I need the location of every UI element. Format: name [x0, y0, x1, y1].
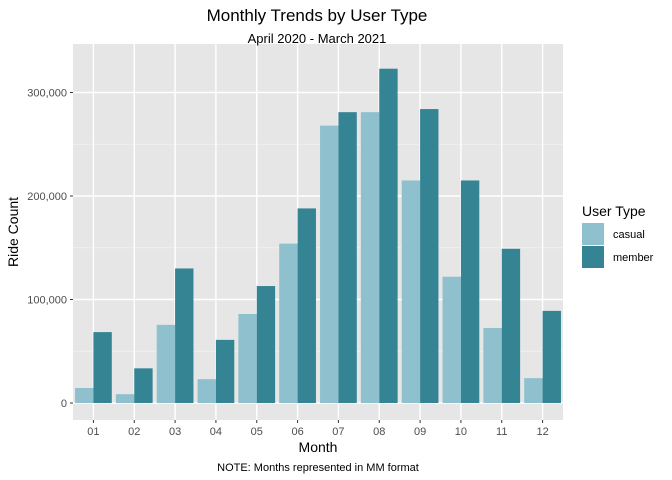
- bar-casual-09: [401, 180, 421, 403]
- bar-casual-03: [156, 324, 176, 403]
- x-tick-label: 11: [496, 426, 507, 438]
- x-tick-label: 12: [536, 426, 548, 438]
- y-tick-label: 0: [61, 398, 67, 410]
- minor-gridlines: [73, 143, 563, 352]
- bar-casual-12: [524, 378, 543, 403]
- bar-member-09: [420, 109, 439, 403]
- bar-member-07: [338, 112, 357, 403]
- bar-member-01: [93, 332, 112, 403]
- x-tick-label: 05: [251, 426, 263, 438]
- y-axis-ticks: 0 100,000 200,000 300,000: [27, 88, 73, 410]
- bar-member-05: [256, 286, 276, 403]
- x-tick-label: 08: [373, 426, 385, 438]
- bar-casual-10: [442, 276, 461, 403]
- bar-member-04: [215, 339, 235, 403]
- legend-key-member: [582, 246, 604, 268]
- x-tick-label: 02: [128, 426, 140, 438]
- legend-label-member: member: [613, 252, 654, 264]
- chart-title: Monthly Trends by User Type: [207, 6, 428, 25]
- x-axis-ticks: 01 02 03 04 05 06 07 08 09 10 11 12: [87, 420, 549, 438]
- bar-casual-01: [75, 387, 94, 403]
- x-tick-label: 01: [87, 426, 99, 438]
- y-tick-label: 200,000: [27, 191, 67, 203]
- bar-casual-04: [197, 379, 216, 403]
- x-tick-label: 07: [332, 426, 344, 438]
- x-tick-label: 10: [455, 426, 467, 438]
- bar-casual-08: [360, 112, 380, 403]
- y-tick-label: 100,000: [27, 295, 67, 307]
- x-tick-label: 09: [414, 426, 426, 438]
- bar-casual-11: [483, 327, 502, 403]
- legend-title: User Type: [582, 203, 646, 219]
- bar-casual-06: [279, 243, 298, 403]
- x-axis-title: Month: [299, 439, 338, 455]
- plot-panel: [73, 44, 563, 420]
- y-axis-title: Ride Count: [5, 197, 21, 267]
- y-tick-label: 300,000: [27, 88, 67, 100]
- bar-member-03: [175, 268, 194, 403]
- x-tick-label: 04: [210, 426, 222, 438]
- x-tick-label: 03: [169, 426, 181, 438]
- bar-member-08: [379, 68, 398, 403]
- bar-member-02: [134, 368, 153, 403]
- bar-member-10: [460, 180, 480, 403]
- legend: User Type casual member: [582, 203, 654, 268]
- bar-member-12: [542, 310, 561, 403]
- legend-key-casual: [582, 223, 604, 245]
- legend-label-casual: casual: [613, 229, 645, 241]
- chart-caption: NOTE: Months represented in MM format: [217, 462, 419, 474]
- bar-casual-05: [238, 313, 257, 403]
- x-tick-label: 06: [291, 426, 303, 438]
- bar-casual-02: [115, 394, 135, 403]
- bar-member-06: [297, 208, 316, 403]
- bars: [75, 68, 561, 404]
- bar-member-11: [501, 248, 521, 403]
- chart-subtitle: April 2020 - March 2021: [248, 31, 387, 46]
- bar-casual-07: [320, 125, 339, 404]
